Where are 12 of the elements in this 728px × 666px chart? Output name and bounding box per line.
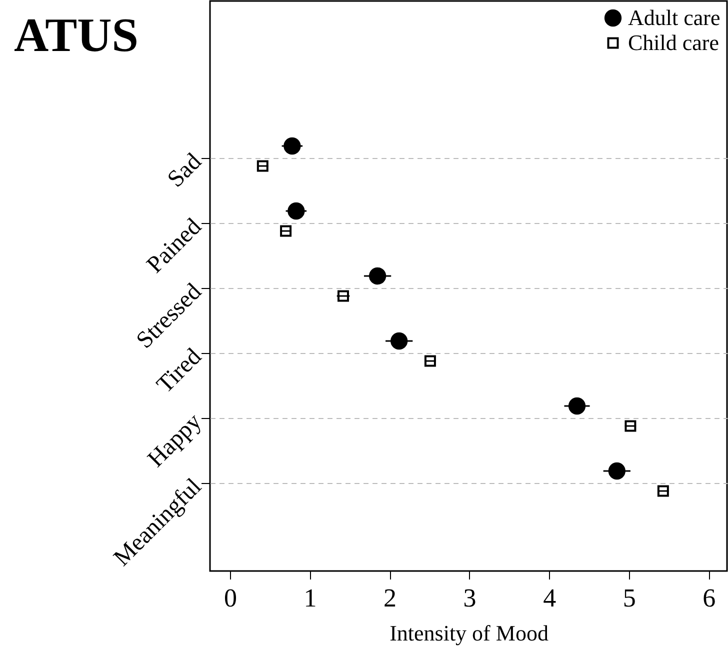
chart-title: ATUS	[14, 8, 138, 63]
legend-label: Child care	[628, 30, 720, 55]
x-tick-label: 1	[304, 584, 317, 612]
x-tick-label: 5	[622, 584, 636, 612]
x-tick-label: 4	[543, 584, 556, 612]
x-tick-label: 3	[463, 584, 476, 612]
x-tick-label: 0	[224, 584, 237, 612]
y-tick-label: Sad	[162, 148, 207, 193]
x-tick-label: 6	[702, 584, 716, 612]
x-axis-title: Intensity of Mood	[390, 620, 548, 646]
x-tick-label: 2	[384, 584, 397, 612]
legend-label: Adult care	[628, 5, 720, 30]
